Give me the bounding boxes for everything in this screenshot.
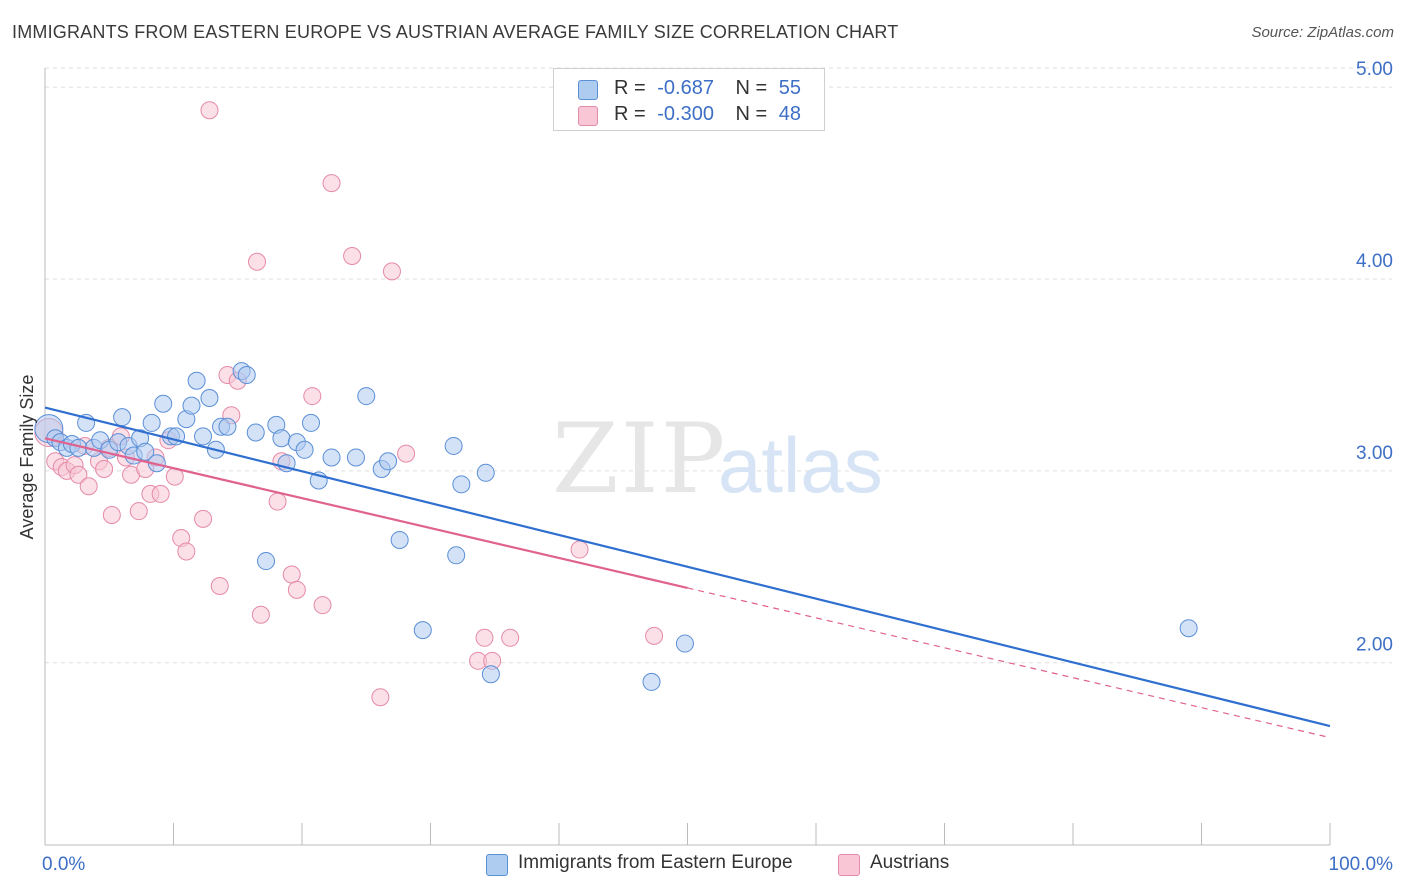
data-point — [397, 444, 416, 463]
data-point — [379, 452, 398, 471]
pink-swatch — [838, 854, 860, 876]
data-point — [322, 448, 341, 467]
data-point — [295, 440, 314, 459]
data-point — [218, 417, 237, 436]
watermark-zip: ZIP — [552, 403, 727, 515]
data-point — [481, 665, 500, 684]
data-point — [268, 492, 287, 511]
data-point — [287, 580, 306, 599]
data-point — [129, 502, 148, 521]
legend-row-text: R = -0.687 N = 55 — [614, 77, 801, 100]
data-point — [390, 530, 409, 549]
data-point — [200, 388, 219, 407]
blue-swatch — [578, 80, 598, 100]
data-point — [136, 442, 155, 461]
n-label: N = — [735, 77, 768, 99]
data-point — [177, 542, 196, 561]
series-eastern-europe — [34, 362, 1198, 691]
r-value: -0.687 — [657, 77, 714, 99]
blue-swatch — [486, 854, 508, 876]
data-point — [452, 475, 471, 494]
data-point — [210, 577, 229, 595]
n-value: 55 — [778, 77, 802, 99]
data-point — [447, 546, 466, 565]
data-point — [200, 101, 219, 120]
data-point — [95, 459, 114, 478]
data-point — [151, 484, 170, 503]
watermark-atlas: atlas — [718, 421, 883, 509]
legend-label: Immigrants from Eastern Europe — [518, 852, 793, 873]
data-point — [475, 628, 494, 647]
data-point — [382, 262, 401, 281]
source-credit: Source: ZipAtlas.com — [1251, 24, 1394, 41]
data-point — [248, 252, 267, 271]
data-point — [301, 413, 320, 432]
data-point — [476, 463, 495, 482]
data-point — [251, 605, 270, 624]
data-point — [1179, 619, 1198, 638]
data-point — [142, 413, 161, 432]
r-value: -0.300 — [657, 103, 714, 125]
data-point — [246, 423, 265, 442]
data-point — [182, 396, 201, 415]
data-point — [570, 540, 589, 559]
data-point — [194, 509, 213, 528]
y-tick-label: 3.00 — [1356, 443, 1393, 464]
data-point — [272, 429, 291, 448]
x-tick-label-start: 0.0% — [42, 854, 85, 875]
y-tick-label: 5.00 — [1356, 59, 1393, 80]
axes — [44, 68, 1331, 846]
data-point — [371, 688, 390, 707]
y-tick-label: 2.00 — [1356, 635, 1393, 656]
x-tick-label-end: 100.0% — [1329, 854, 1394, 875]
data-point — [282, 565, 301, 584]
data-point — [322, 174, 341, 193]
n-label: N = — [735, 103, 768, 125]
data-point — [357, 387, 376, 406]
data-point — [675, 634, 694, 653]
data-point — [413, 621, 432, 640]
watermark: ZIP atlas — [552, 403, 883, 515]
data-point — [102, 506, 121, 525]
legend-row-text: R = -0.300 N = 48 — [614, 103, 801, 126]
trend-line — [44, 437, 688, 589]
legend-label: Austrians — [870, 852, 950, 873]
data-point — [113, 408, 132, 427]
data-point — [237, 365, 256, 384]
trend-lines — [44, 406, 1331, 739]
y-tick-label: 4.00 — [1356, 251, 1393, 272]
data-point — [346, 448, 365, 467]
y-axis-label: Average Family Size — [17, 375, 37, 540]
data-point — [343, 247, 362, 266]
tick-labels: 2.00 3.00 4.00 5.00 0.0% 100.0% — [42, 59, 1393, 875]
data-point — [194, 427, 213, 446]
data-point — [313, 596, 332, 615]
correlation-legend: R = -0.687 N = 55 R = -0.300 N = 48 — [553, 68, 825, 131]
r-label: R = — [614, 77, 646, 99]
series-legend: Immigrants from Eastern Europe Austrians — [0, 852, 1406, 878]
data-point — [69, 465, 88, 484]
chart-title: IMMIGRANTS FROM EASTERN EUROPE VS AUSTRI… — [12, 22, 899, 42]
data-point — [444, 436, 463, 455]
r-label: R = — [614, 103, 646, 125]
data-point — [154, 394, 173, 413]
trend-line — [44, 406, 1331, 728]
data-point — [645, 626, 664, 645]
n-value: 48 — [778, 103, 802, 125]
data-point — [501, 628, 520, 647]
data-point — [257, 552, 276, 571]
pink-swatch — [578, 106, 598, 126]
data-point — [79, 477, 98, 496]
data-point — [187, 371, 206, 390]
data-point — [303, 387, 322, 406]
data-point — [642, 672, 661, 691]
